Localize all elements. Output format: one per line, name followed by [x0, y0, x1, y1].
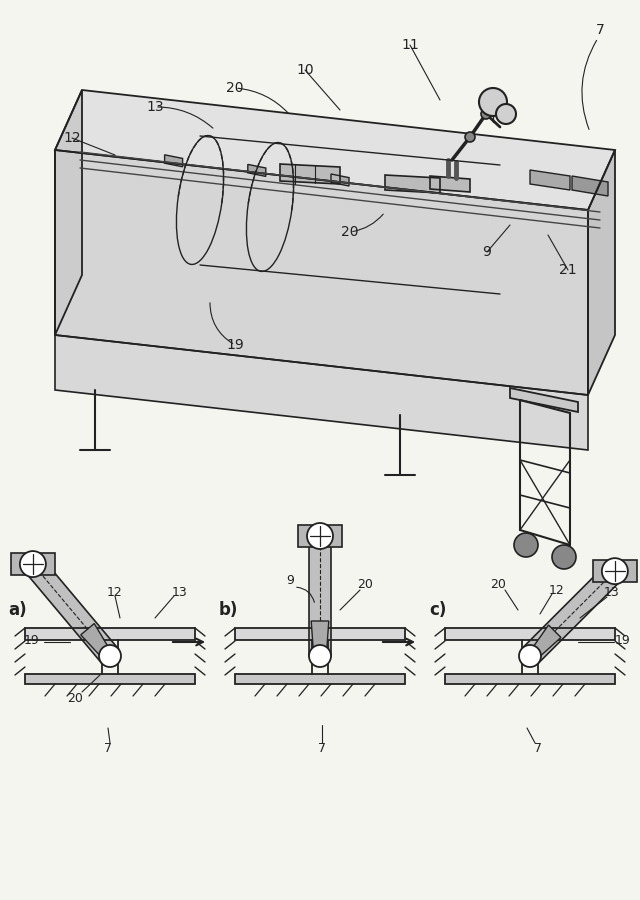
Text: 19: 19 [226, 338, 244, 352]
Polygon shape [11, 554, 55, 575]
Text: c): c) [429, 601, 447, 619]
Circle shape [552, 545, 576, 569]
Polygon shape [248, 165, 266, 176]
Polygon shape [235, 628, 405, 640]
Circle shape [481, 109, 491, 119]
Circle shape [465, 132, 475, 142]
Polygon shape [445, 674, 615, 684]
Polygon shape [524, 625, 561, 660]
Polygon shape [572, 176, 608, 196]
Circle shape [307, 523, 333, 549]
Polygon shape [522, 563, 623, 664]
Polygon shape [510, 388, 578, 412]
Polygon shape [164, 155, 182, 166]
Polygon shape [593, 560, 637, 582]
Polygon shape [25, 628, 195, 640]
Circle shape [496, 104, 516, 124]
Circle shape [99, 645, 121, 667]
Text: 7: 7 [534, 742, 542, 754]
Text: 12: 12 [549, 583, 565, 597]
Text: 20: 20 [357, 579, 373, 591]
Text: a): a) [9, 601, 28, 619]
Circle shape [602, 558, 628, 584]
Polygon shape [55, 335, 588, 450]
Circle shape [479, 88, 507, 116]
Text: 20: 20 [341, 225, 359, 239]
Polygon shape [24, 557, 118, 663]
Polygon shape [55, 90, 615, 210]
Polygon shape [430, 176, 470, 192]
Text: 7: 7 [104, 742, 112, 754]
Text: 7: 7 [318, 742, 326, 754]
Circle shape [309, 645, 331, 667]
Polygon shape [311, 621, 329, 660]
Text: 21: 21 [559, 263, 577, 277]
Polygon shape [235, 674, 405, 684]
Circle shape [20, 551, 46, 577]
Polygon shape [445, 628, 615, 640]
Text: 7: 7 [596, 23, 604, 37]
Polygon shape [331, 174, 349, 186]
Text: 12: 12 [63, 131, 81, 145]
Text: 13: 13 [604, 586, 620, 598]
Text: 9: 9 [286, 573, 294, 587]
Text: 9: 9 [483, 245, 492, 259]
Text: 12: 12 [107, 586, 123, 598]
Polygon shape [55, 90, 82, 335]
Polygon shape [385, 175, 440, 193]
Text: 13: 13 [146, 100, 164, 114]
Polygon shape [280, 164, 340, 184]
Polygon shape [298, 525, 342, 547]
Text: 20: 20 [490, 579, 506, 591]
Circle shape [514, 533, 538, 557]
Text: 19: 19 [24, 634, 40, 646]
Text: 20: 20 [67, 691, 83, 705]
Polygon shape [309, 536, 331, 656]
Polygon shape [588, 150, 615, 395]
Polygon shape [25, 674, 195, 684]
Text: 10: 10 [296, 63, 314, 77]
Text: 20: 20 [227, 81, 244, 95]
Text: 11: 11 [401, 38, 419, 52]
Text: 13: 13 [172, 586, 188, 598]
Polygon shape [55, 150, 588, 395]
Polygon shape [81, 624, 116, 660]
Text: 19: 19 [615, 634, 631, 646]
Text: b): b) [218, 601, 237, 619]
Polygon shape [530, 170, 570, 190]
Circle shape [519, 645, 541, 667]
